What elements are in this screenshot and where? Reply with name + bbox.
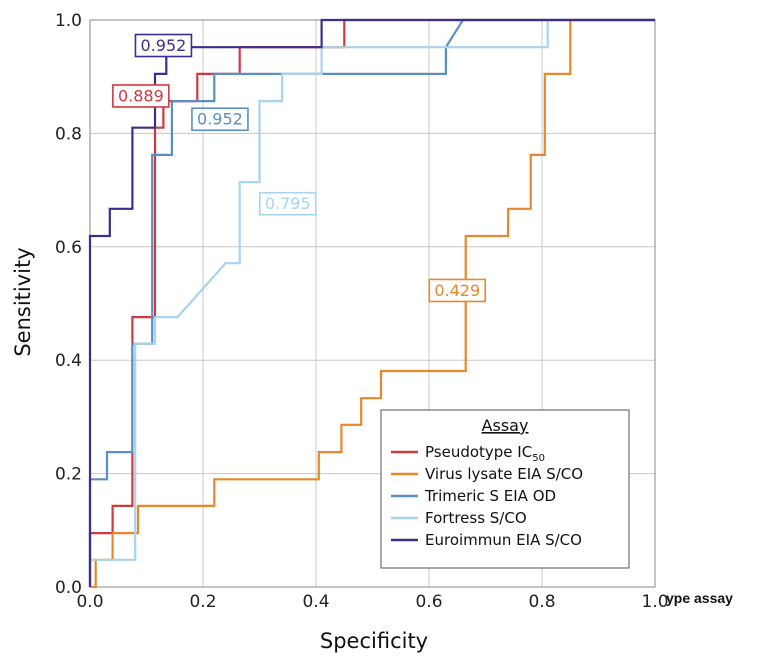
y-axis-ticks: 0.0 0.2 0.4 0.6 0.8 1.0 <box>55 11 82 598</box>
auc-label-text: 0.952 <box>197 110 243 129</box>
series-line-1 <box>90 18 655 589</box>
auc-label-text: 0.795 <box>265 194 311 213</box>
x-axis-title: Specificity <box>320 629 428 653</box>
x-tick-label: 0.4 <box>302 592 329 612</box>
legend-box <box>380 409 630 569</box>
legend-entry-label: Virus lysate EIA S/CO <box>425 465 583 483</box>
x-tick-label: 1.0 <box>641 592 668 612</box>
auc-label-text: 0.429 <box>434 281 480 300</box>
y-tick-label: 0.2 <box>55 465 82 485</box>
auc-label-box <box>112 84 170 108</box>
x-tick-label: 0.2 <box>189 592 216 612</box>
y-tick-label: 1.0 <box>55 11 82 31</box>
y-tick-label: 0.0 <box>55 578 82 598</box>
auc-labels: 0.889 0.429 0.952 0.795 0.952 <box>112 33 487 303</box>
y-axis-title: Sensitivity <box>11 247 35 356</box>
auc-label-text: 0.952 <box>141 36 187 55</box>
series-line-2 <box>88 18 655 587</box>
auc-label-box <box>191 107 249 132</box>
legend-entry-label: Fortress S/CO <box>425 509 527 527</box>
y-tick-label: 0.8 <box>55 124 82 144</box>
legend-entry-label: Trimeric S EIA OD <box>424 487 556 505</box>
auc-label-box <box>134 33 193 58</box>
x-tick-label: 0.6 <box>415 592 442 612</box>
legend-entry-label: Pseudotype IC50 <box>425 443 545 464</box>
side-note-text: ype assay <box>666 590 733 606</box>
legend-title: Assay <box>482 416 529 435</box>
y-tick-label: 0.6 <box>55 238 82 258</box>
auc-label-box <box>258 191 317 216</box>
y-tick-label: 0.4 <box>55 351 82 371</box>
x-axis-ticks: 0.0 0.2 0.4 0.6 0.8 1.0 <box>76 592 668 612</box>
x-tick-label: 0.8 <box>528 592 555 612</box>
legend-entry-label: Euroimmun EIA S/CO <box>425 531 582 549</box>
auc-label-text: 0.889 <box>118 86 164 105</box>
x-tick-label: 0.0 <box>76 592 103 612</box>
auc-label-box <box>428 278 487 303</box>
legend-subscript: 50 <box>532 453 545 464</box>
